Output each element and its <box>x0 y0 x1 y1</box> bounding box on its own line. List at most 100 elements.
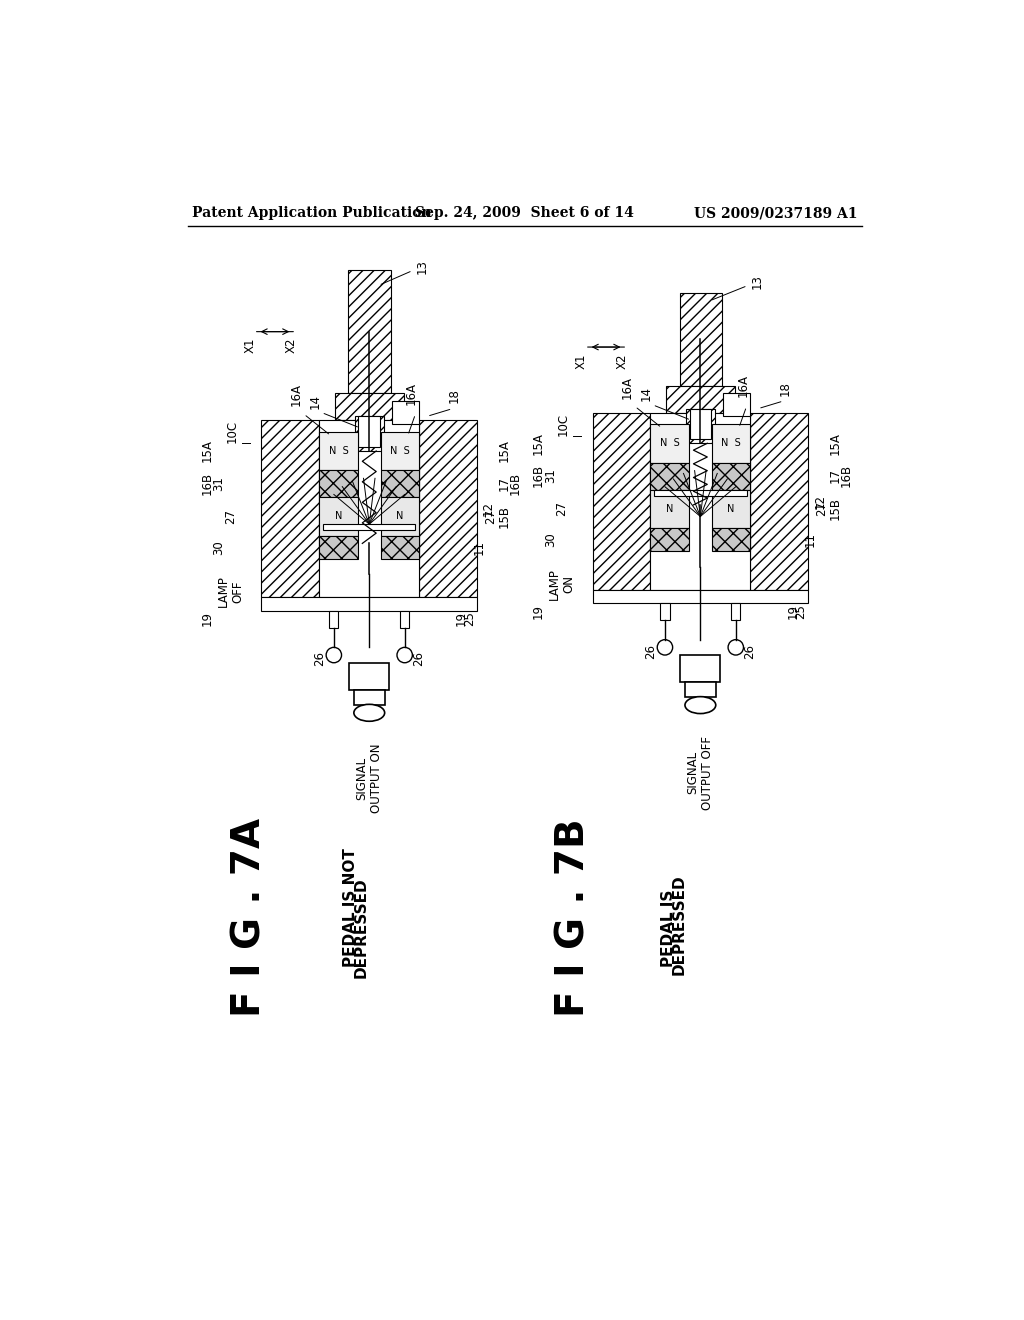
Bar <box>381 470 419 498</box>
Bar <box>349 663 389 689</box>
Bar <box>650 462 689 490</box>
Bar <box>261 420 319 597</box>
Text: 15A: 15A <box>828 432 842 454</box>
Circle shape <box>397 647 413 663</box>
Bar <box>731 603 740 620</box>
Text: SIGNAL
OUTPUT ON: SIGNAL OUTPUT ON <box>355 743 383 813</box>
Bar <box>712 490 751 528</box>
Text: N  S: N S <box>721 438 741 449</box>
Text: 16A: 16A <box>406 381 418 405</box>
Ellipse shape <box>354 705 385 721</box>
Text: 16B: 16B <box>840 465 853 487</box>
Bar <box>354 416 384 451</box>
Text: N: N <box>727 504 735 513</box>
Text: 31: 31 <box>213 477 225 491</box>
Text: 10C: 10C <box>557 412 569 436</box>
Bar <box>400 611 410 628</box>
Text: 13: 13 <box>712 275 764 300</box>
Text: N  S: N S <box>329 446 348 455</box>
Text: X1: X1 <box>244 338 256 354</box>
Bar <box>261 597 477 611</box>
Bar <box>330 611 339 628</box>
Text: 25: 25 <box>794 603 807 619</box>
Text: DEPRESSED: DEPRESSED <box>672 874 687 974</box>
Text: 12: 12 <box>813 494 826 508</box>
Text: X1: X1 <box>574 354 588 368</box>
Bar <box>358 416 380 447</box>
Bar <box>666 385 735 413</box>
Text: 31: 31 <box>544 469 557 483</box>
Text: 16A: 16A <box>736 374 750 397</box>
Text: LAMP
ON: LAMP ON <box>548 568 575 599</box>
Text: 15B: 15B <box>498 506 511 528</box>
Text: 26: 26 <box>412 651 425 667</box>
Text: 30: 30 <box>544 532 557 546</box>
Text: 10C: 10C <box>225 420 239 444</box>
Bar <box>381 432 419 470</box>
Text: 18: 18 <box>447 388 461 404</box>
Text: X2: X2 <box>285 338 297 354</box>
Text: 17: 17 <box>828 469 842 483</box>
Bar <box>323 524 416 531</box>
Text: 14: 14 <box>309 393 322 409</box>
Text: 11: 11 <box>473 540 485 554</box>
Bar <box>319 470 357 498</box>
Text: PEDAL IS NOT: PEDAL IS NOT <box>342 847 357 966</box>
Bar <box>319 536 357 558</box>
Bar <box>712 528 751 552</box>
Text: 16A: 16A <box>621 376 634 399</box>
Text: 19: 19 <box>201 611 214 627</box>
Bar <box>654 490 746 495</box>
Text: N: N <box>335 511 342 521</box>
Bar <box>319 420 419 597</box>
Bar <box>419 420 477 597</box>
Text: 15A: 15A <box>532 432 545 454</box>
Circle shape <box>728 640 743 655</box>
Bar <box>680 293 722 385</box>
Bar <box>689 409 711 440</box>
Text: F I G . 7B: F I G . 7B <box>554 818 592 1016</box>
Text: 26: 26 <box>743 644 756 659</box>
Bar <box>593 412 650 590</box>
Text: LAMP
OFF: LAMP OFF <box>217 576 245 607</box>
Bar <box>712 424 751 462</box>
Text: 27: 27 <box>815 502 828 516</box>
Text: 15A: 15A <box>498 440 511 462</box>
Text: N  S: N S <box>390 446 410 455</box>
Text: 19: 19 <box>455 611 468 627</box>
Bar <box>650 528 689 552</box>
Text: 15B: 15B <box>828 498 842 520</box>
Bar <box>348 271 391 393</box>
Text: 14: 14 <box>640 385 653 401</box>
Bar <box>335 393 403 420</box>
Text: 16B: 16B <box>532 465 545 487</box>
Text: 27: 27 <box>224 510 238 524</box>
Text: F I G . 7A: F I G . 7A <box>230 818 269 1016</box>
Text: 25: 25 <box>463 611 476 626</box>
Text: 19: 19 <box>786 603 800 619</box>
Text: US 2009/0237189 A1: US 2009/0237189 A1 <box>694 206 857 220</box>
Bar <box>381 536 419 558</box>
Text: 26: 26 <box>313 651 327 667</box>
Text: 17: 17 <box>498 475 511 491</box>
Text: 27: 27 <box>555 502 568 516</box>
Text: Sep. 24, 2009  Sheet 6 of 14: Sep. 24, 2009 Sheet 6 of 14 <box>416 206 634 220</box>
Text: 12: 12 <box>482 502 496 516</box>
Bar <box>593 590 808 603</box>
Text: 16B: 16B <box>201 471 214 495</box>
Bar <box>392 401 419 424</box>
Text: 30: 30 <box>213 540 225 554</box>
Text: 13: 13 <box>381 259 428 284</box>
Text: N: N <box>396 511 403 521</box>
Bar <box>712 462 751 490</box>
Text: 16A: 16A <box>290 383 303 407</box>
Bar <box>686 409 715 444</box>
Bar <box>319 498 357 536</box>
Text: 19: 19 <box>532 603 545 619</box>
Bar <box>354 689 385 705</box>
Text: X2: X2 <box>615 354 629 368</box>
Text: 18: 18 <box>778 380 792 396</box>
Bar <box>319 432 357 470</box>
Text: 16B: 16B <box>509 471 522 495</box>
Ellipse shape <box>685 697 716 714</box>
